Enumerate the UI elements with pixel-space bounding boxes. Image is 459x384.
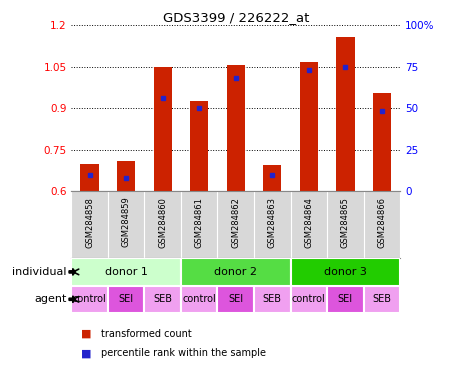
Bar bbox=[253, 286, 290, 313]
Text: SEI: SEI bbox=[118, 294, 134, 304]
Text: GSM284859: GSM284859 bbox=[121, 197, 130, 247]
Text: SEI: SEI bbox=[337, 294, 352, 304]
Text: SEB: SEB bbox=[262, 294, 281, 304]
Text: ■: ■ bbox=[80, 329, 91, 339]
Bar bbox=[299, 62, 317, 191]
Bar bbox=[117, 161, 135, 191]
Bar bbox=[180, 286, 217, 313]
Text: control: control bbox=[182, 294, 216, 304]
Bar bbox=[180, 258, 290, 286]
Text: ■: ■ bbox=[80, 348, 91, 358]
Bar bbox=[290, 258, 399, 286]
Bar bbox=[144, 286, 180, 313]
Text: control: control bbox=[291, 294, 325, 304]
Bar bbox=[71, 258, 180, 286]
Bar bbox=[372, 93, 390, 191]
Text: percentile rank within the sample: percentile rank within the sample bbox=[101, 348, 266, 358]
Text: SEB: SEB bbox=[153, 294, 172, 304]
Text: GSM284864: GSM284864 bbox=[304, 197, 313, 248]
Bar bbox=[326, 286, 363, 313]
Bar bbox=[153, 67, 171, 191]
Bar bbox=[190, 101, 208, 191]
Bar bbox=[71, 286, 107, 313]
Text: GSM284861: GSM284861 bbox=[194, 197, 203, 248]
Title: GDS3399 / 226222_at: GDS3399 / 226222_at bbox=[162, 11, 308, 24]
Bar bbox=[226, 65, 244, 191]
Bar bbox=[263, 165, 281, 191]
Text: GSM284860: GSM284860 bbox=[158, 197, 167, 248]
Text: GSM284865: GSM284865 bbox=[340, 197, 349, 248]
Text: donor 2: donor 2 bbox=[214, 267, 257, 277]
Text: individual: individual bbox=[12, 267, 67, 277]
Text: donor 3: donor 3 bbox=[323, 267, 366, 277]
Text: GSM284862: GSM284862 bbox=[231, 197, 240, 248]
Bar bbox=[336, 37, 354, 191]
Bar bbox=[107, 286, 144, 313]
Text: GSM284863: GSM284863 bbox=[267, 197, 276, 248]
Bar bbox=[80, 164, 99, 191]
Text: agent: agent bbox=[34, 294, 67, 304]
Bar bbox=[217, 286, 253, 313]
Bar bbox=[290, 286, 326, 313]
Text: SEB: SEB bbox=[372, 294, 391, 304]
Text: SEI: SEI bbox=[228, 294, 243, 304]
Text: control: control bbox=[73, 294, 106, 304]
Text: GSM284858: GSM284858 bbox=[85, 197, 94, 248]
Text: GSM284866: GSM284866 bbox=[376, 197, 386, 248]
Bar bbox=[363, 286, 399, 313]
Text: donor 1: donor 1 bbox=[105, 267, 147, 277]
Text: transformed count: transformed count bbox=[101, 329, 191, 339]
